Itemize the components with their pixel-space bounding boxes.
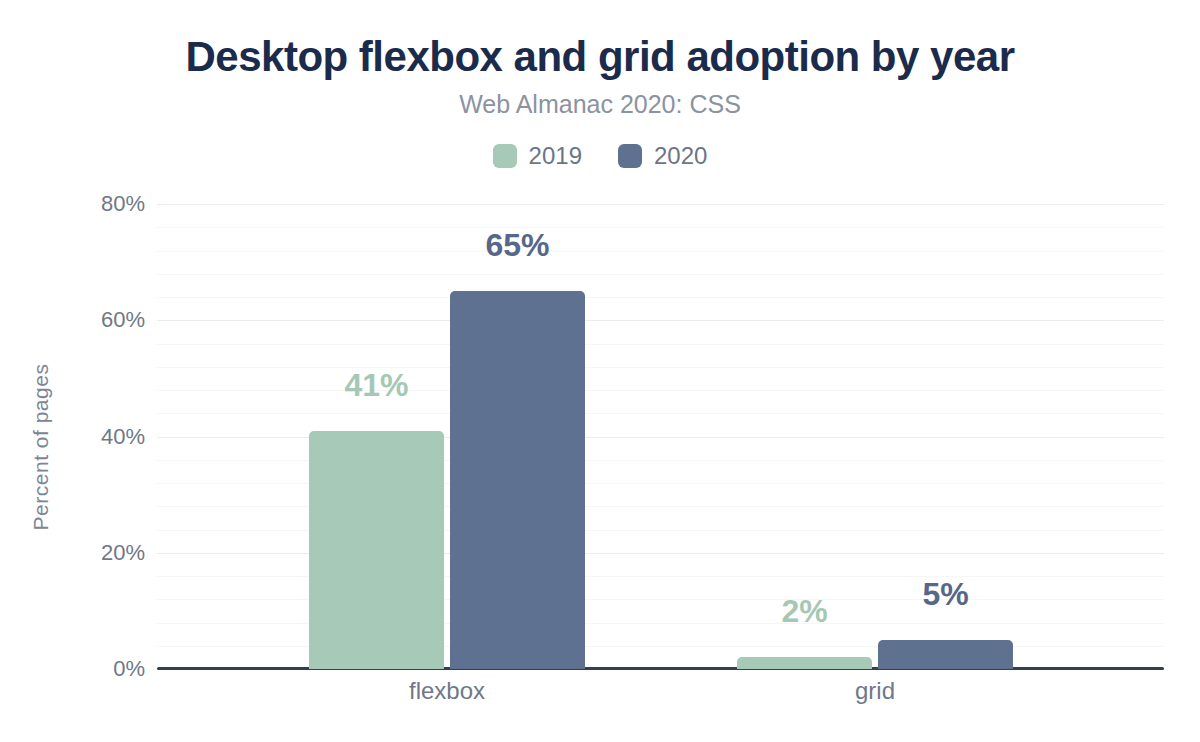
gridline-minor (157, 251, 1164, 252)
legend-item-2020[interactable]: 2020 (618, 142, 707, 170)
data-label-flexbox-2019: 41% (297, 368, 457, 403)
gridline-minor (157, 227, 1164, 228)
chart-subtitle: Web Almanac 2020: CSS (0, 90, 1200, 119)
y-tick-label: 60% (0, 307, 145, 333)
gridline-minor (157, 344, 1164, 345)
bar-chart: Desktop flexbox and grid adoption by yea… (0, 0, 1200, 742)
y-tick-label: 40% (0, 424, 145, 450)
data-label-grid-2020: 5% (866, 577, 1026, 612)
bar-grid-2019[interactable] (737, 657, 872, 669)
gridline-minor (157, 297, 1164, 298)
gridline-minor (157, 413, 1164, 414)
bar-grid-2020[interactable] (878, 640, 1013, 669)
plot-area: 41% 65% 2%5% (157, 204, 1164, 669)
data-label-flexbox-2020: 65% (438, 228, 598, 263)
legend-item-2019[interactable]: 2019 (493, 142, 582, 170)
gridline-major (157, 320, 1164, 321)
legend-swatch-2019 (493, 144, 517, 168)
data-label-grid-2019: 2% (725, 594, 885, 629)
bar-flexbox-2019[interactable] (309, 431, 444, 669)
legend: 2019 2020 (0, 142, 1200, 170)
bar-flexbox-2020[interactable] (450, 291, 585, 669)
legend-swatch-2020 (618, 144, 642, 168)
legend-label: 2019 (529, 142, 582, 170)
x-category-label-flexbox: flexbox (337, 677, 557, 705)
gridline-minor (157, 274, 1164, 275)
chart-title: Desktop flexbox and grid adoption by yea… (0, 33, 1200, 81)
y-tick-label: 20% (0, 540, 145, 566)
y-tick-label: 0% (0, 656, 145, 682)
y-tick-label: 80% (0, 191, 145, 217)
gridline-major (157, 204, 1164, 205)
legend-label: 2020 (654, 142, 707, 170)
x-category-label-grid: grid (765, 677, 985, 705)
